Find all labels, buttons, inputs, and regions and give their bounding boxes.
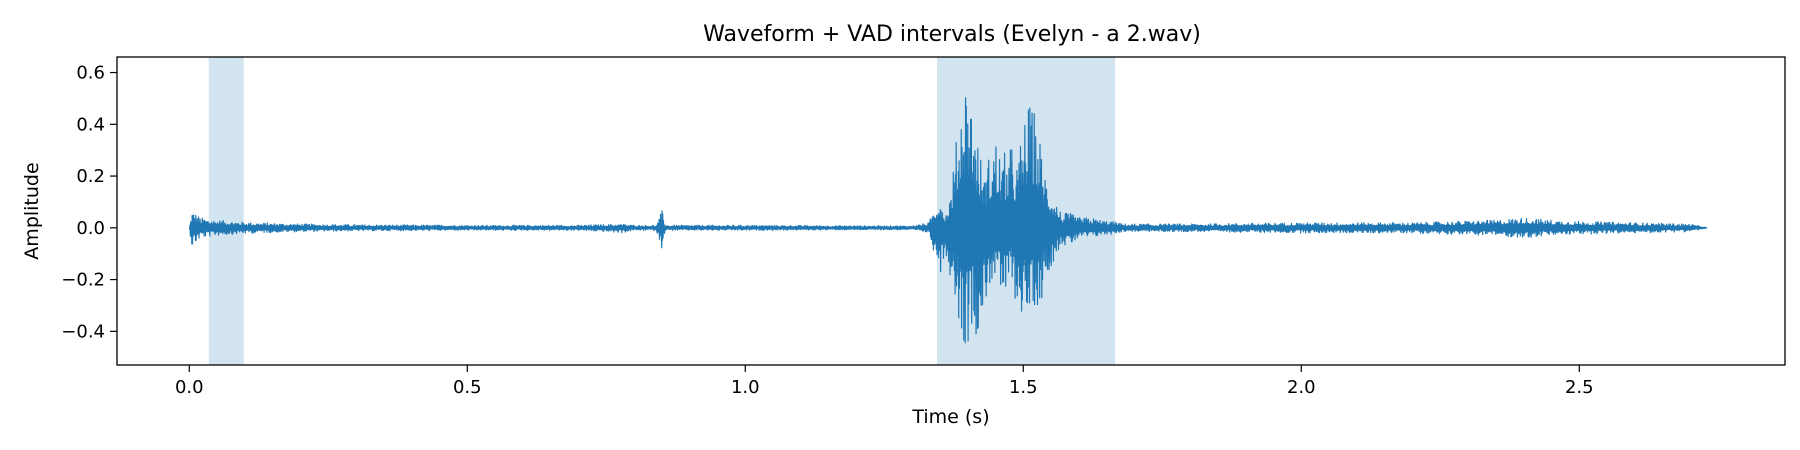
y-axis-ticks: −0.4 −0.2 0.0 0.2 0.4 0.6 (61, 63, 117, 342)
y-tick-label: −0.4 (61, 321, 105, 342)
x-axis-label: Time (s) (911, 406, 989, 428)
y-tick-label: 0.0 (76, 218, 105, 239)
plot-frame (116, 56, 1786, 366)
y-axis-label: Amplitude (21, 162, 43, 259)
x-tick-label: 0.0 (175, 377, 204, 398)
x-tick-label: 2.0 (1287, 377, 1316, 398)
chart-title: Waveform + VAD intervals (Evelyn - a 2.w… (703, 22, 1201, 47)
x-tick-label: 1.0 (731, 377, 760, 398)
y-tick-label: 0.2 (76, 166, 105, 187)
waveform-series (188, 97, 1708, 344)
x-tick-label: 2.5 (1565, 377, 1594, 398)
vad-interval-1 (208, 57, 244, 365)
x-tick-label: 0.5 (453, 377, 482, 398)
y-tick-label: 0.6 (76, 63, 105, 84)
y-tick-label: −0.2 (61, 270, 105, 291)
x-axis-ticks: 0.0 0.5 1.0 1.5 2.0 2.5 (175, 365, 1594, 398)
y-tick-label: 0.4 (76, 114, 105, 135)
waveform-line (188, 97, 1708, 344)
x-tick-label: 1.5 (1009, 377, 1038, 398)
